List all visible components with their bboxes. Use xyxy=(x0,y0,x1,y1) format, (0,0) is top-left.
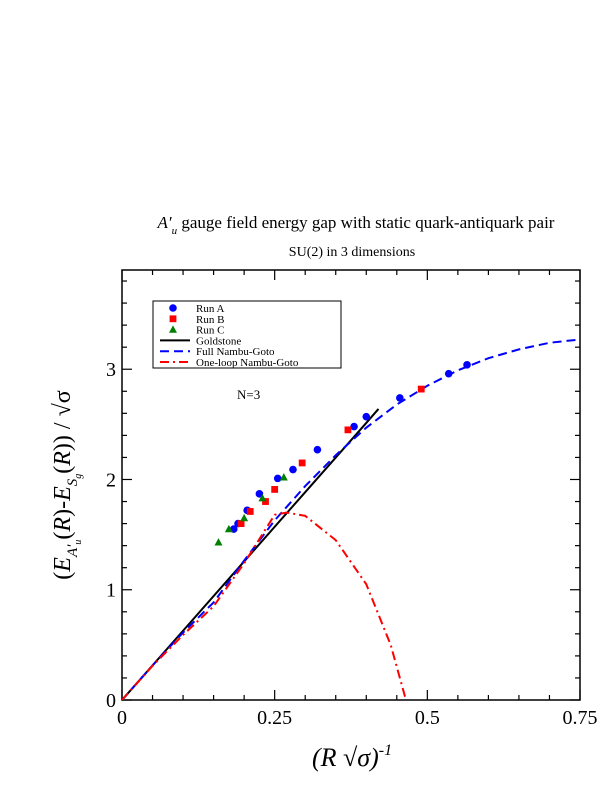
y-tick-label: 2 xyxy=(106,469,116,491)
run-a-point xyxy=(350,422,358,431)
run-b-point xyxy=(417,385,425,393)
x-tick-label: 0.75 xyxy=(563,707,598,729)
x-axis-label: (R √σ)-1 xyxy=(312,742,392,772)
run-b-point xyxy=(271,486,279,493)
run-c-point xyxy=(214,538,223,546)
run-a-point xyxy=(362,412,371,421)
run-a-point xyxy=(255,490,264,498)
run-a-point xyxy=(396,394,404,402)
run-b-point xyxy=(246,508,254,515)
legend-entry: One-loop Nambu-Goto xyxy=(160,357,299,369)
x-tick-label: 0 xyxy=(117,707,127,729)
run-b-point xyxy=(237,520,245,527)
run-a-point xyxy=(313,445,322,454)
one-loop-nambu-goto-curve xyxy=(122,511,407,700)
x-tick-label: 0.25 xyxy=(257,707,292,729)
y-tick-label: 0 xyxy=(106,690,116,712)
legend-swatch xyxy=(169,315,177,323)
legend-label: One-loop Nambu-Goto xyxy=(196,357,299,369)
y-tick-label: 3 xyxy=(106,359,116,381)
legend-swatch xyxy=(169,325,177,333)
chart-title: A′u gauge field energy gap with static q… xyxy=(157,213,555,237)
y-axis-label: (EA′u(R)-ESg(R)) / √σ xyxy=(50,390,84,579)
legend-label: Goldstone xyxy=(196,335,241,347)
legend-label: Full Nambu-Goto xyxy=(196,346,275,358)
title-symbol: A′ xyxy=(157,213,172,232)
y-tick-label: 1 xyxy=(106,580,116,602)
run-c-point xyxy=(224,524,233,533)
legend-label: Run C xyxy=(196,325,224,337)
run-a-point xyxy=(444,369,453,378)
x-tick-label: 0.5 xyxy=(415,707,440,729)
run-b-point xyxy=(262,498,269,505)
run-a-point xyxy=(463,361,471,369)
legend-label: Run B xyxy=(196,314,224,326)
run-c-point xyxy=(240,513,249,522)
legend-swatch xyxy=(169,304,177,312)
run-a-point xyxy=(289,465,297,474)
legend-label: Run A xyxy=(196,303,224,315)
title-text: gauge field energy gap with static quark… xyxy=(177,213,555,232)
run-c-point xyxy=(279,473,288,481)
plot-frame xyxy=(121,269,581,701)
legend-entry: Run A xyxy=(169,303,224,315)
n-annotation: N=3 xyxy=(237,387,260,402)
markers-layer xyxy=(214,361,471,546)
title-subscript: u xyxy=(172,225,178,237)
legend-entry: Run B xyxy=(169,314,224,326)
chart-subtitle: SU(2) in 3 dimensions xyxy=(289,245,415,260)
axis-tick-labels: 0 0.25 0.5 0.75 0 1 2 3 xyxy=(106,359,598,729)
legend-box xyxy=(152,300,342,369)
curves-layer xyxy=(122,338,580,700)
legend-entry: Full Nambu-Goto xyxy=(160,346,275,358)
full-nambu-goto-curve xyxy=(122,338,580,700)
run-b-point xyxy=(298,459,306,467)
run-a-point xyxy=(273,474,282,483)
legend-entry: Run C xyxy=(169,325,224,337)
run-c-point xyxy=(258,494,267,502)
run-b-point xyxy=(344,426,352,434)
axis-ticks xyxy=(121,270,581,701)
legend-entry: Goldstone xyxy=(160,335,241,347)
